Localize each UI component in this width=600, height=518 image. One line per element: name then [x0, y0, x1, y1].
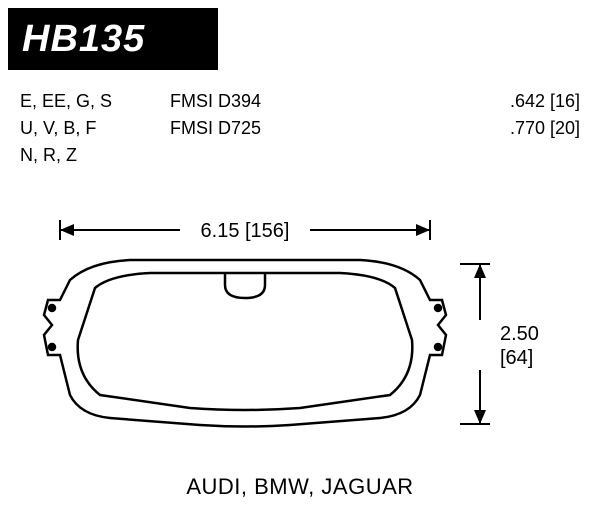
fmsi-column: FMSI D394 FMSI D725: [170, 88, 350, 169]
fmsi-line: FMSI D394: [170, 88, 350, 115]
width-dimension: 6.15 [156]: [60, 220, 430, 242]
header-bar: HB135: [8, 8, 218, 70]
thickness-line: .642 [16]: [510, 88, 580, 115]
applications-footer: AUDI, BMW, JAGUAR: [0, 474, 600, 500]
height-dimension: 2.50 [64]: [460, 264, 539, 424]
compounds-line: N, R, Z: [20, 142, 170, 169]
height-label-1: 2.50: [500, 323, 539, 345]
specs-row: E, EE, G, S U, V, B, F N, R, Z FMSI D394…: [20, 88, 580, 169]
fmsi-line: FMSI D725: [170, 115, 350, 142]
compounds-line: E, EE, G, S: [20, 88, 170, 115]
thickness-line: .770 [20]: [510, 115, 580, 142]
part-number: HB135: [22, 18, 145, 61]
height-label-2: [64]: [500, 347, 533, 369]
compounds-column: E, EE, G, S U, V, B, F N, R, Z: [20, 88, 170, 169]
brake-pad-diagram: 6.15 [156] 2.50 [64]: [0, 180, 600, 470]
brake-pad-outline: [44, 260, 446, 427]
thickness-column: .642 [16] .770 [20]: [510, 88, 580, 169]
width-label: 6.15 [156]: [201, 220, 290, 242]
compounds-line: U, V, B, F: [20, 115, 170, 142]
